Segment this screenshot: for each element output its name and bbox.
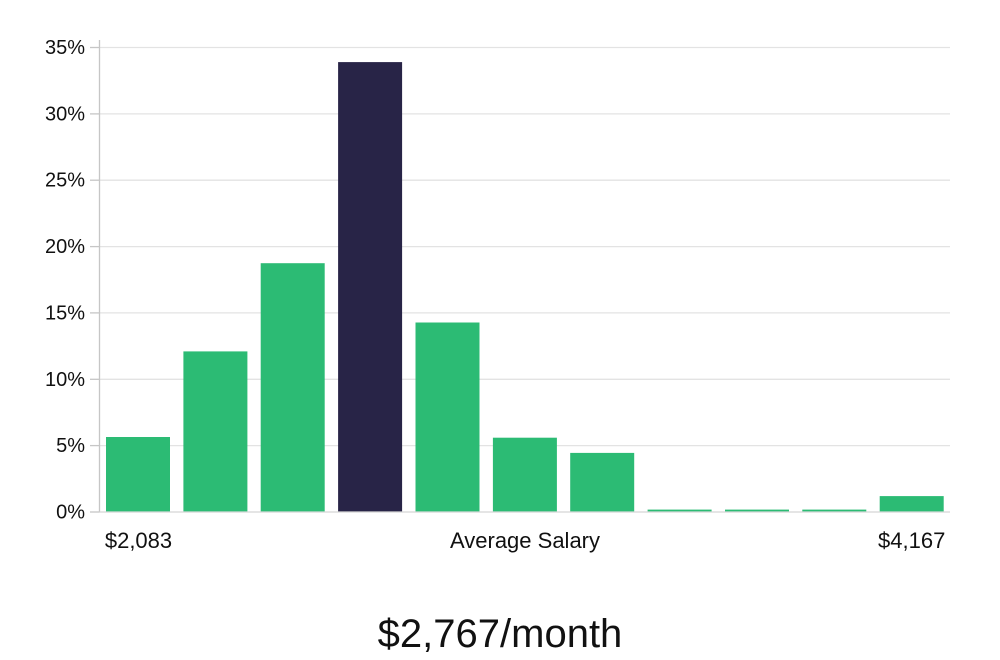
svg-text:35%: 35%	[45, 37, 85, 59]
svg-text:Average Salary: Average Salary	[450, 528, 600, 553]
svg-text:0%: 0%	[56, 502, 85, 524]
svg-text:25%: 25%	[45, 170, 85, 192]
svg-text:15%: 15%	[45, 302, 85, 324]
svg-text:10%: 10%	[45, 369, 85, 391]
svg-text:30%: 30%	[45, 103, 85, 125]
svg-text:20%: 20%	[45, 236, 85, 258]
svg-text:$2,083: $2,083	[105, 528, 172, 553]
svg-text:5%: 5%	[56, 435, 85, 457]
svg-text:$4,167: $4,167	[878, 528, 945, 553]
svg-text:$2,767/month: $2,767/month	[378, 612, 623, 656]
